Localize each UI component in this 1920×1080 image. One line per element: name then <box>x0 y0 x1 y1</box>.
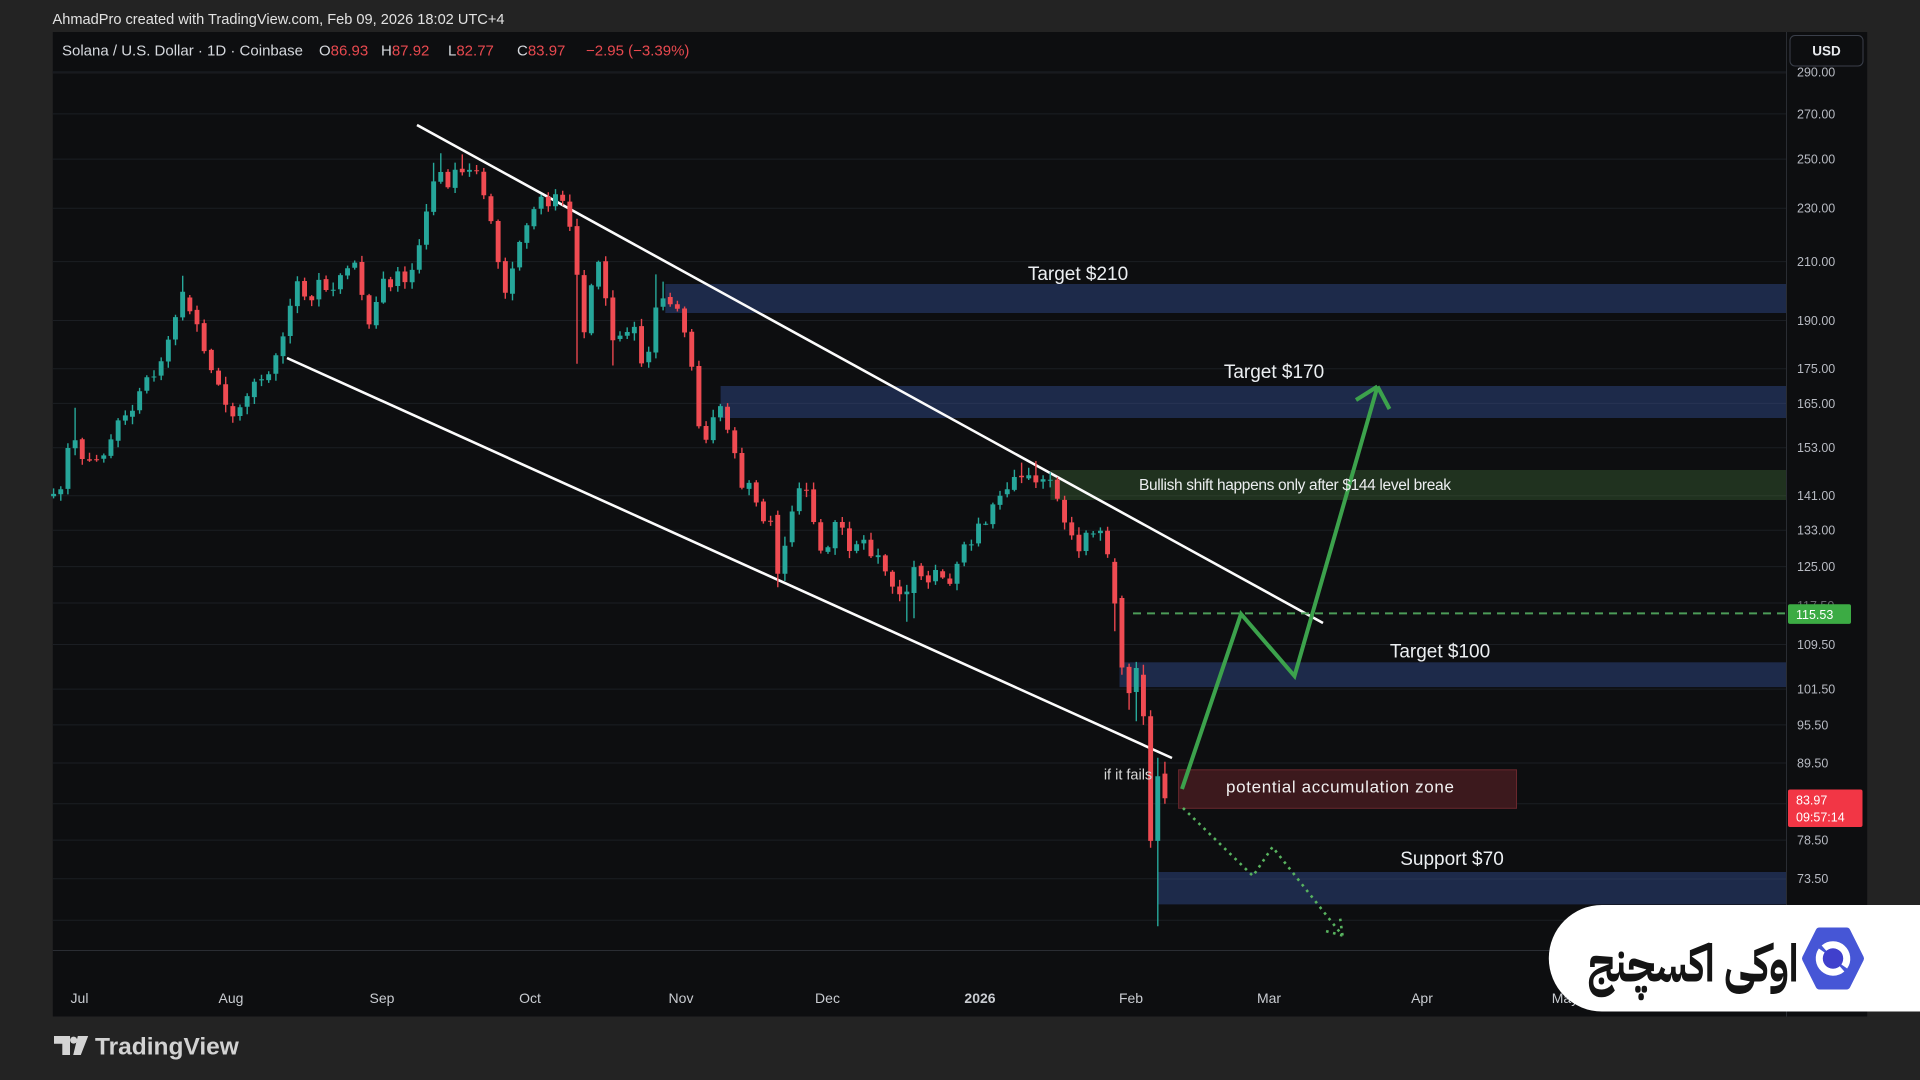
svg-text:−2.95 (−3.39%): −2.95 (−3.39%) <box>586 43 689 60</box>
svg-text:TradingView: TradingView <box>95 1034 240 1061</box>
svg-text:Aug: Aug <box>219 990 244 1006</box>
svg-text:Sep: Sep <box>370 990 395 1006</box>
svg-text:165.00: 165.00 <box>1797 397 1835 411</box>
svg-text:115.53: 115.53 <box>1796 608 1833 622</box>
svg-text:133.00: 133.00 <box>1797 524 1835 538</box>
svg-text:83.97: 83.97 <box>1796 794 1827 808</box>
svg-text:230.00: 230.00 <box>1797 202 1835 216</box>
svg-text:Target $210: Target $210 <box>1028 264 1128 285</box>
svg-text:89.50: 89.50 <box>1797 756 1828 770</box>
svg-text:2026: 2026 <box>964 990 995 1006</box>
svg-text:AhmadPro created with TradingV: AhmadPro created with TradingView.com, F… <box>53 12 505 28</box>
svg-text:Nov: Nov <box>669 990 694 1006</box>
svg-text:Jul: Jul <box>71 990 89 1006</box>
svg-text:Mar: Mar <box>1257 990 1281 1006</box>
svg-text:175.00: 175.00 <box>1797 362 1835 376</box>
svg-text:125.00: 125.00 <box>1797 560 1835 574</box>
svg-text:Bullish shift happens only aft: Bullish shift happens only after $144 le… <box>1139 477 1451 494</box>
svg-text:210.00: 210.00 <box>1797 255 1835 269</box>
svg-text:H87.92: H87.92 <box>381 43 429 60</box>
svg-text:141.00: 141.00 <box>1797 489 1835 503</box>
svg-text:09:57:14: 09:57:14 <box>1796 811 1845 825</box>
svg-text:if it fails: if it fails <box>1104 768 1152 784</box>
svg-text:USD: USD <box>1812 44 1841 59</box>
svg-text:C83.97: C83.97 <box>517 43 565 60</box>
svg-text:78.50: 78.50 <box>1797 834 1828 848</box>
svg-text:250.00: 250.00 <box>1797 153 1835 167</box>
svg-text:Target $170: Target $170 <box>1224 362 1324 383</box>
svg-text:Apr: Apr <box>1411 990 1433 1006</box>
svg-text:Solana / U.S. Dollar · 1D · Co: Solana / U.S. Dollar · 1D · Coinbase <box>62 43 303 60</box>
svg-text:Support $70: Support $70 <box>1400 849 1504 870</box>
svg-text:O86.93: O86.93 <box>319 43 368 60</box>
svg-text:290.00: 290.00 <box>1797 65 1835 79</box>
svg-text:Feb: Feb <box>1119 990 1143 1006</box>
svg-text:270.00: 270.00 <box>1797 107 1835 121</box>
svg-text:potential accumulation zone: potential accumulation zone <box>1226 778 1454 797</box>
svg-text:101.50: 101.50 <box>1797 683 1835 697</box>
svg-text:73.50: 73.50 <box>1797 872 1828 886</box>
svg-text:Target $100: Target $100 <box>1390 642 1490 663</box>
svg-text:L82.77: L82.77 <box>448 43 494 60</box>
svg-text:Dec: Dec <box>815 990 840 1006</box>
svg-text:190.00: 190.00 <box>1797 314 1835 328</box>
svg-text:95.50: 95.50 <box>1797 718 1828 732</box>
svg-text:153.00: 153.00 <box>1797 441 1835 455</box>
svg-text:Oct: Oct <box>519 990 541 1006</box>
svg-text:109.50: 109.50 <box>1797 638 1835 652</box>
